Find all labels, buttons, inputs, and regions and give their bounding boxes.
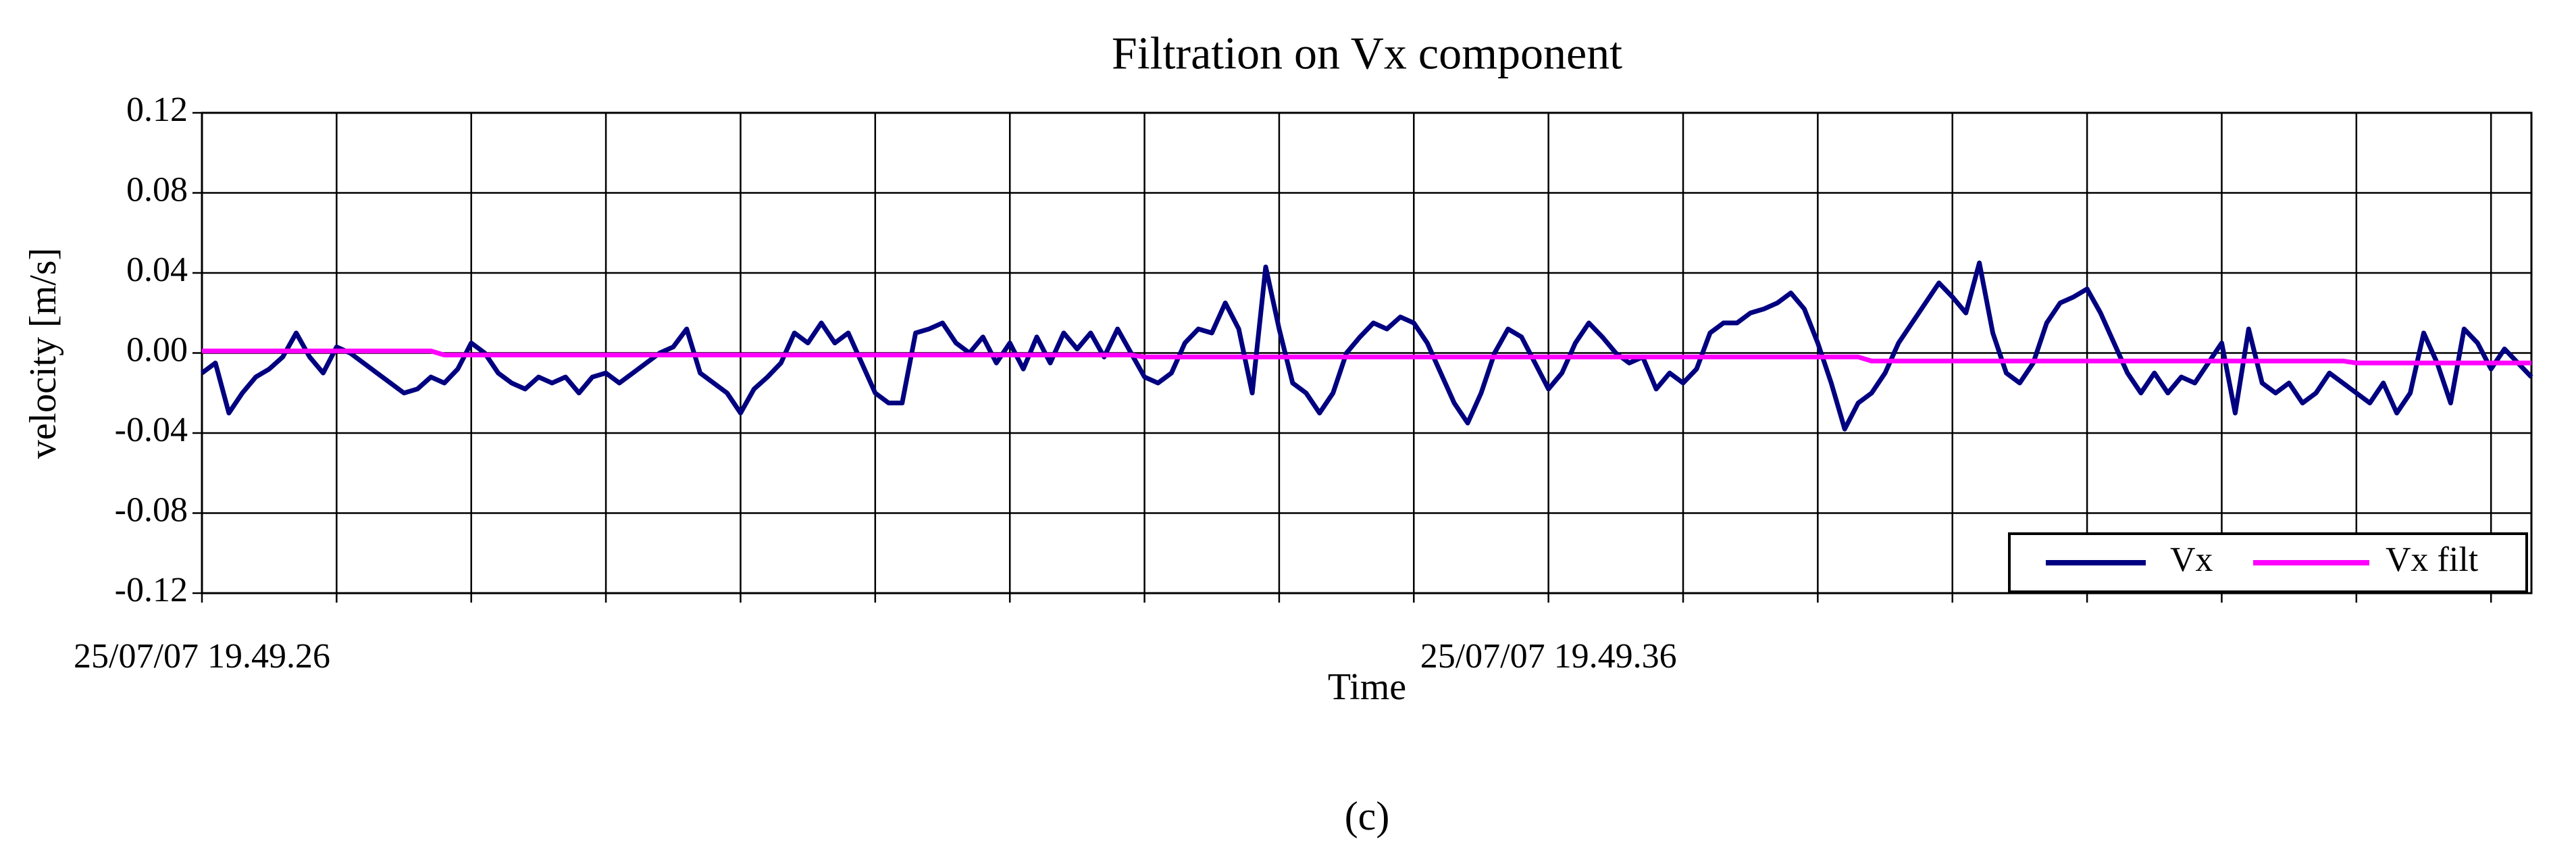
chart-title: Filtration on Vx component: [1112, 28, 1622, 79]
caption: (c): [1345, 794, 1390, 838]
data-line: [200, 260, 2533, 432]
y-tick-label: -0.04: [115, 411, 188, 449]
data-line: [202, 349, 2531, 365]
legend-label: Vx: [2170, 540, 2213, 579]
y-axis-label: velocity [m/s]: [22, 248, 64, 459]
y-tick-label: -0.12: [115, 571, 188, 609]
y-tick-label: -0.08: [115, 490, 188, 529]
y-tick-label: 0.00: [126, 330, 188, 369]
legend-label: Vx filt: [2386, 540, 2479, 579]
y-tick-label: 0.08: [126, 170, 188, 209]
y-tick-label: 0.04: [126, 251, 188, 289]
x-tick-label: 25/07/07 19.49.36: [1420, 637, 1677, 676]
x-axis-label: Time: [1328, 666, 1406, 708]
x-tick-label: 25/07/07 19.49.26: [74, 637, 330, 676]
y-tick-label: 0.12: [126, 91, 188, 129]
